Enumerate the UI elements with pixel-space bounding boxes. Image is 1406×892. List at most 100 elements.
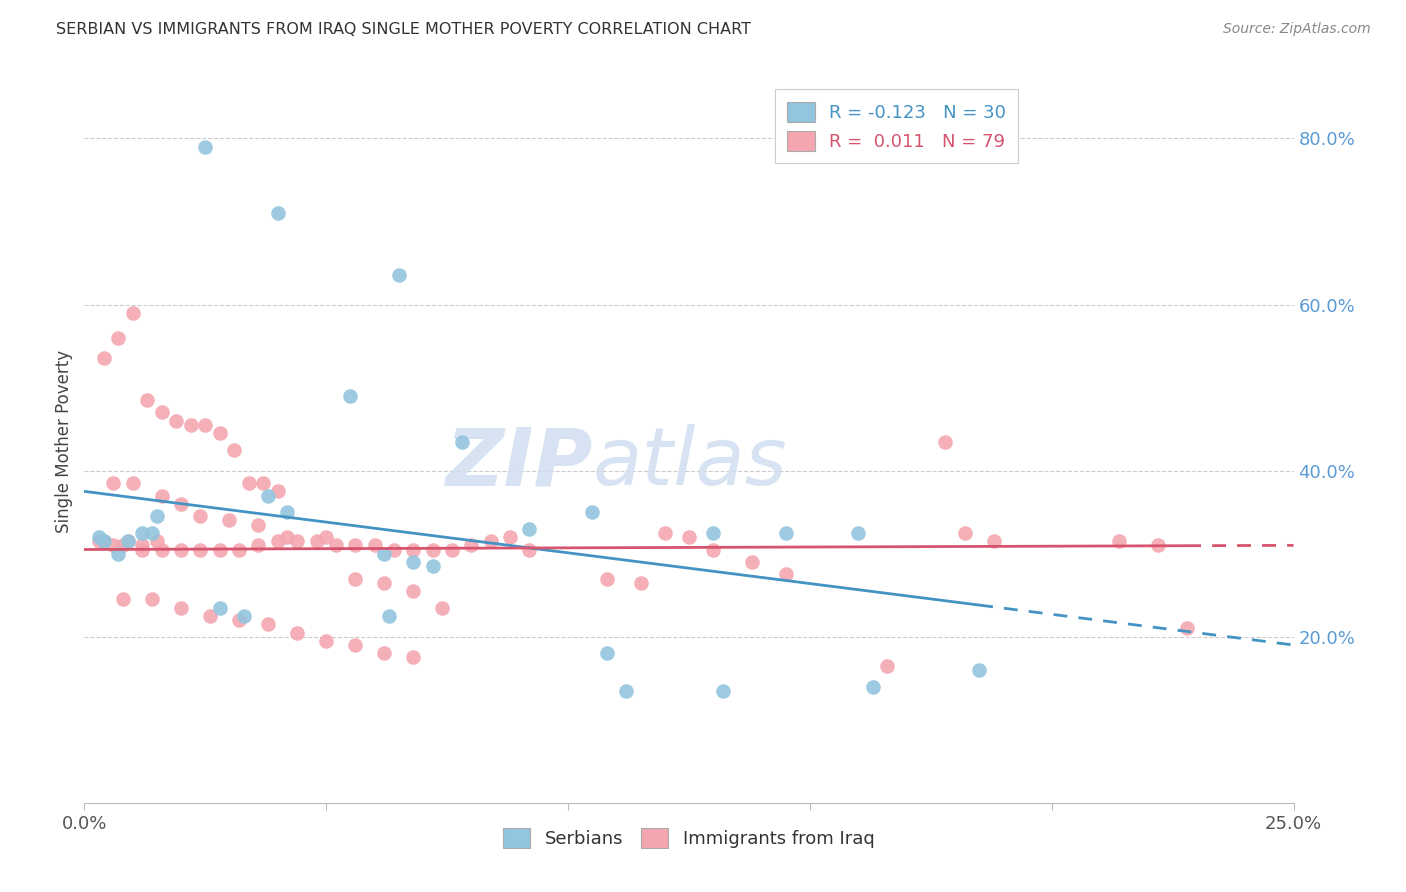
Point (517, 522, 540, 536)
Point (93, 351, 115, 366)
Point (388, 268, 411, 283)
Point (373, 547, 395, 561)
Point (517, 542, 540, 557)
Point (218, 513, 240, 527)
Point (315, 530, 337, 544)
Point (402, 542, 425, 557)
Point (112, 592, 135, 607)
Point (775, 525, 797, 540)
Y-axis label: Single Mother Poverty: Single Mother Poverty (55, 350, 73, 533)
Point (373, 575, 395, 590)
Point (953, 525, 976, 540)
Point (87, 530, 110, 544)
Point (117, 534, 139, 549)
Point (479, 534, 502, 549)
Point (150, 405, 173, 419)
Point (165, 414, 187, 428)
Point (198, 609, 221, 624)
Point (967, 663, 990, 677)
Point (257, 489, 280, 503)
Point (432, 600, 454, 615)
Point (862, 680, 884, 694)
Point (402, 555, 425, 569)
Point (678, 530, 700, 544)
Point (141, 592, 163, 607)
Point (208, 426, 231, 441)
Point (339, 389, 361, 403)
Point (170, 542, 193, 557)
Point (208, 542, 231, 557)
Legend: Serbians, Immigrants from Iraq: Serbians, Immigrants from Iraq (496, 821, 882, 855)
Point (276, 530, 298, 544)
Point (460, 538, 482, 552)
Point (741, 555, 763, 569)
Point (103, 476, 125, 491)
Point (450, 434, 472, 449)
Point (93, 534, 115, 549)
Point (846, 525, 869, 540)
Point (131, 538, 153, 552)
Point (702, 525, 724, 540)
Point (363, 538, 385, 552)
Point (267, 484, 290, 499)
Point (267, 206, 290, 220)
Point (614, 683, 637, 698)
Point (1108, 534, 1130, 549)
Point (121, 306, 143, 320)
Point (402, 650, 425, 665)
Point (117, 534, 139, 549)
Point (170, 497, 193, 511)
Point (422, 542, 444, 557)
Point (402, 584, 425, 599)
Point (224, 442, 246, 457)
Point (581, 505, 603, 519)
Point (775, 567, 797, 582)
Text: SERBIAN VS IMMIGRANTS FROM IRAQ SINGLE MOTHER POVERTY CORRELATION CHART: SERBIAN VS IMMIGRANTS FROM IRAQ SINGLE M… (56, 22, 751, 37)
Point (440, 542, 463, 557)
Point (194, 139, 217, 153)
Point (121, 476, 143, 491)
Point (146, 509, 169, 524)
Point (315, 633, 337, 648)
Point (208, 600, 231, 615)
Point (252, 476, 274, 491)
Point (983, 534, 1005, 549)
Point (247, 538, 270, 552)
Point (422, 559, 444, 574)
Point (228, 542, 250, 557)
Point (194, 417, 217, 432)
Point (344, 638, 367, 652)
Point (305, 534, 328, 549)
Point (1147, 538, 1170, 552)
Point (373, 646, 395, 660)
Point (150, 489, 173, 503)
Point (596, 646, 619, 660)
Point (146, 534, 169, 549)
Point (107, 331, 129, 345)
Point (93, 534, 115, 549)
Point (87, 534, 110, 549)
Point (257, 617, 280, 632)
Point (934, 434, 956, 449)
Point (1175, 621, 1198, 635)
Point (876, 658, 898, 673)
Point (228, 613, 250, 627)
Text: atlas: atlas (592, 425, 787, 502)
Point (654, 525, 676, 540)
Point (325, 538, 347, 552)
Text: Source: ZipAtlas.com: Source: ZipAtlas.com (1223, 22, 1371, 37)
Point (285, 625, 308, 640)
Point (344, 572, 367, 586)
Point (702, 542, 724, 557)
Text: ZIP: ZIP (444, 425, 592, 502)
Point (344, 538, 367, 552)
Point (247, 517, 270, 532)
Point (136, 392, 159, 407)
Point (276, 505, 298, 519)
Point (131, 542, 153, 557)
Point (630, 575, 652, 590)
Point (233, 609, 256, 624)
Point (103, 538, 125, 552)
Point (285, 534, 308, 549)
Point (107, 547, 129, 561)
